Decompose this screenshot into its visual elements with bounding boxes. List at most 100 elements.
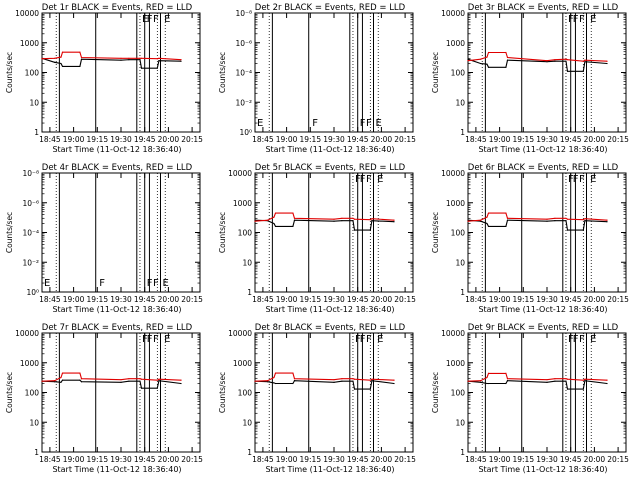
y-tick-label: 1000: [233, 199, 252, 208]
plot-frame: [41, 172, 201, 293]
events-data-point: [341, 380, 343, 382]
x-tick-label: 19:00: [276, 295, 298, 304]
x-tick-label: 19:00: [489, 295, 511, 304]
events-data-point: [371, 380, 373, 382]
y-axis-label: Counts/sec: [431, 52, 440, 93]
events-data-point: [506, 380, 509, 382]
y-axis-label: Counts/sec: [5, 372, 14, 413]
event-flag-label: F: [573, 174, 579, 185]
y-tick-label: 10⁻²: [22, 258, 39, 267]
x-tick-label: 19:45: [560, 135, 582, 144]
lld-data-point: [79, 51, 81, 53]
y-tick-label: 10000: [228, 329, 252, 338]
x-tick-label: 19:30: [323, 295, 345, 304]
y-tick-label: 100: [451, 69, 466, 78]
lld-data-point: [139, 57, 141, 59]
lld-data-point: [128, 57, 130, 59]
y-axis-label: Counts/sec: [5, 212, 14, 253]
lld-data-point: [293, 217, 296, 219]
x-axis-label: Start Time (11-Oct-12 18:36:40): [52, 465, 181, 474]
x-tick-label: 19:00: [63, 295, 85, 304]
lld-data-point: [60, 376, 62, 379]
x-tick-label: 19:15: [299, 295, 321, 304]
events-data-point: [293, 219, 296, 221]
events-data-point: [566, 229, 569, 231]
x-tick-label: 20:15: [394, 455, 416, 464]
lld-data-point: [79, 372, 81, 374]
events-data-point: [120, 59, 122, 61]
events-data-point: [565, 220, 567, 222]
x-tick-label: 19:30: [536, 135, 558, 144]
y-tick-label: 100: [25, 389, 40, 398]
panel-title: Det 3r BLACK = Events, RED = LLD: [468, 3, 619, 13]
lld-data-point: [267, 380, 269, 382]
event-flag-label: F: [360, 334, 366, 345]
events-data-point: [293, 380, 296, 382]
lld-data-point: [254, 380, 256, 382]
x-tick-label: 18:45: [465, 295, 487, 304]
events-data-point: [486, 382, 488, 385]
plot-frame: [41, 12, 201, 133]
lld-data-point: [566, 218, 569, 220]
y-tick-label: 10000: [441, 169, 465, 178]
lld-data-point: [566, 59, 569, 61]
event-flag-label: F: [153, 334, 159, 345]
events-data-point: [156, 387, 158, 389]
events-data-point: [292, 225, 294, 228]
lld-data-point: [546, 218, 548, 220]
events-data-point: [352, 220, 354, 222]
event-flag-label: F: [312, 118, 318, 129]
events-data-point: [333, 381, 335, 383]
lld-data-point: [566, 378, 569, 380]
y-tick-label: 10⁻⁸: [235, 9, 252, 18]
events-data-point: [480, 220, 482, 222]
panel-title: Det 8r BLACK = Events, RED = LLD: [255, 323, 406, 333]
y-tick-label: 10: [455, 98, 465, 107]
events-data-point: [139, 59, 141, 61]
y-tick-label: 10: [29, 418, 39, 427]
events-data-point: [582, 229, 584, 231]
lld-data-point: [80, 378, 83, 380]
y-tick-label: 1000: [446, 199, 465, 208]
events-data-point: [584, 220, 586, 222]
lld-data-point: [180, 59, 182, 61]
detector-panel: Det 2r BLACK = Events, RED = LLD 10⁰ 10⁻² 1…: [218, 3, 416, 154]
panel-title: Det 4r BLACK = Events, RED = LLD: [42, 163, 193, 173]
lld-data-point: [61, 51, 64, 53]
lld-data-point: [140, 57, 143, 59]
events-data-point: [393, 221, 395, 223]
events-data-point: [505, 225, 507, 228]
y-tick-label: 1: [247, 448, 252, 457]
events-data-point: [480, 381, 482, 383]
lld-data-point: [506, 378, 509, 380]
y-axis-label: Counts/sec: [218, 212, 227, 253]
x-axis-label: Start Time (11-Oct-12 18:36:40): [52, 305, 181, 314]
x-tick-label: 20:15: [181, 135, 203, 144]
lld-data-point: [480, 58, 482, 60]
plot-frame: [467, 172, 627, 293]
plot-frame: [41, 332, 201, 453]
event-flag-label: F: [579, 14, 585, 25]
x-axis-label: Start Time (11-Oct-12 18:36:40): [52, 145, 181, 154]
lld-data-point: [128, 378, 130, 380]
x-tick-label: 19:15: [86, 295, 108, 304]
event-flag-label: F: [142, 334, 148, 345]
lld-data-point: [505, 372, 507, 374]
events-data-point: [565, 380, 567, 382]
event-flag-label: F: [568, 334, 574, 345]
x-tick-label: 19:45: [560, 295, 582, 304]
y-tick-label: 10000: [228, 169, 252, 178]
detector-panel: Det 9r BLACK = Events, RED = LLD 1 10 100 10…: [431, 323, 629, 474]
y-tick-label: 1: [34, 128, 39, 137]
lld-data-point: [341, 217, 343, 219]
x-tick-label: 19:15: [299, 135, 321, 144]
x-tick-label: 19:30: [110, 135, 132, 144]
x-tick-label: 18:45: [39, 455, 61, 464]
events-data-point: [554, 380, 556, 382]
plot-frame: [254, 12, 414, 133]
events-data-point: [79, 65, 81, 68]
x-tick-label: 18:45: [465, 135, 487, 144]
events-data-point: [486, 222, 488, 225]
lld-data-point: [333, 379, 335, 381]
